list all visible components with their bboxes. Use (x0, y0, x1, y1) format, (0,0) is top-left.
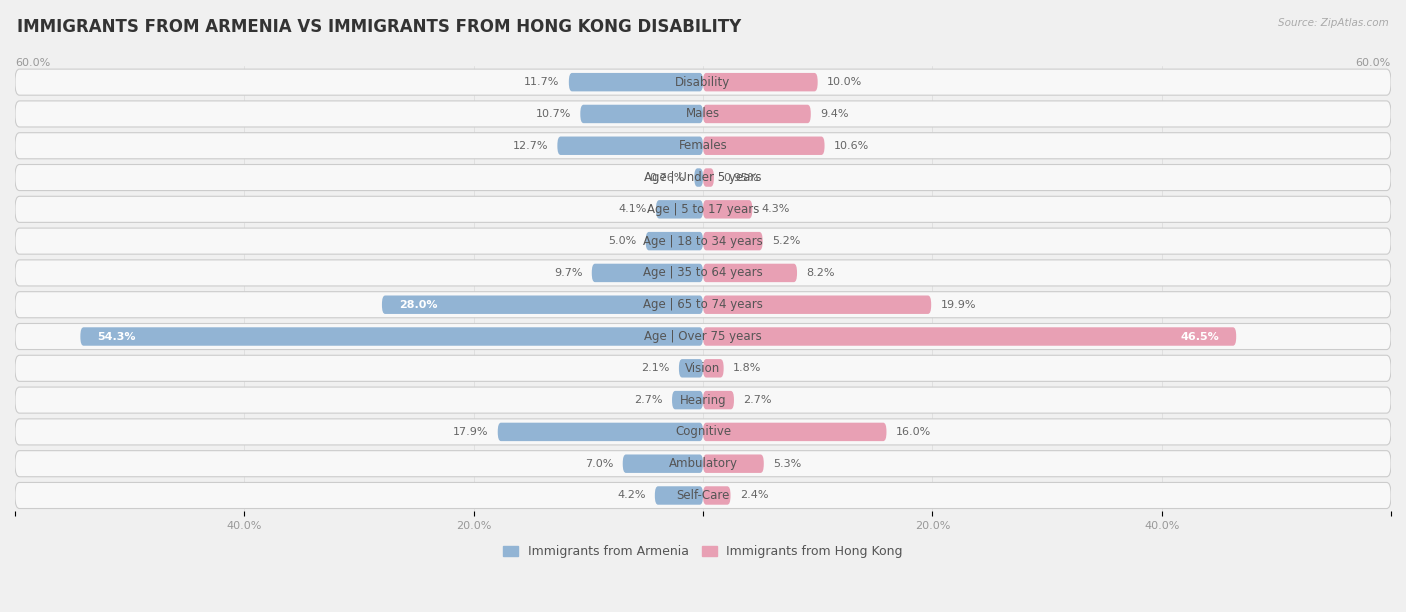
Text: Hearing: Hearing (679, 394, 727, 406)
FancyBboxPatch shape (15, 133, 1391, 159)
Text: 9.4%: 9.4% (820, 109, 848, 119)
FancyBboxPatch shape (703, 391, 734, 409)
Text: 4.2%: 4.2% (617, 490, 645, 501)
FancyBboxPatch shape (695, 168, 703, 187)
Text: 0.95%: 0.95% (723, 173, 758, 182)
Text: 7.0%: 7.0% (585, 459, 613, 469)
Text: 19.9%: 19.9% (941, 300, 976, 310)
Text: Ambulatory: Ambulatory (668, 457, 738, 470)
FancyBboxPatch shape (382, 296, 703, 314)
FancyBboxPatch shape (623, 455, 703, 473)
Text: Self-Care: Self-Care (676, 489, 730, 502)
Text: Cognitive: Cognitive (675, 425, 731, 438)
Text: 5.2%: 5.2% (772, 236, 800, 246)
FancyBboxPatch shape (15, 387, 1391, 413)
Text: 8.2%: 8.2% (806, 268, 835, 278)
FancyBboxPatch shape (703, 455, 763, 473)
FancyBboxPatch shape (15, 196, 1391, 222)
Text: 60.0%: 60.0% (1355, 58, 1391, 69)
FancyBboxPatch shape (703, 232, 762, 250)
FancyBboxPatch shape (15, 101, 1391, 127)
FancyBboxPatch shape (15, 324, 1391, 349)
Text: 4.3%: 4.3% (762, 204, 790, 214)
FancyBboxPatch shape (703, 73, 818, 91)
FancyBboxPatch shape (15, 356, 1391, 381)
FancyBboxPatch shape (15, 292, 1391, 318)
Text: Age | 35 to 64 years: Age | 35 to 64 years (643, 266, 763, 280)
Text: Age | 65 to 74 years: Age | 65 to 74 years (643, 298, 763, 312)
FancyBboxPatch shape (657, 200, 703, 218)
FancyBboxPatch shape (15, 482, 1391, 509)
FancyBboxPatch shape (703, 200, 752, 218)
Text: Age | 18 to 34 years: Age | 18 to 34 years (643, 234, 763, 248)
Text: 10.7%: 10.7% (536, 109, 571, 119)
Text: 2.1%: 2.1% (641, 364, 669, 373)
Text: 5.3%: 5.3% (773, 459, 801, 469)
FancyBboxPatch shape (592, 264, 703, 282)
FancyBboxPatch shape (581, 105, 703, 123)
Text: 9.7%: 9.7% (554, 268, 582, 278)
FancyBboxPatch shape (498, 423, 703, 441)
FancyBboxPatch shape (703, 136, 824, 155)
FancyBboxPatch shape (557, 136, 703, 155)
Text: 5.0%: 5.0% (609, 236, 637, 246)
Text: 11.7%: 11.7% (524, 77, 560, 87)
Text: Females: Females (679, 140, 727, 152)
Text: Age | Over 75 years: Age | Over 75 years (644, 330, 762, 343)
FancyBboxPatch shape (15, 450, 1391, 477)
Text: 10.0%: 10.0% (827, 77, 862, 87)
Legend: Immigrants from Armenia, Immigrants from Hong Kong: Immigrants from Armenia, Immigrants from… (498, 540, 908, 563)
FancyBboxPatch shape (15, 165, 1391, 190)
Text: 17.9%: 17.9% (453, 427, 488, 437)
FancyBboxPatch shape (703, 296, 931, 314)
FancyBboxPatch shape (703, 264, 797, 282)
FancyBboxPatch shape (703, 168, 714, 187)
Text: 4.1%: 4.1% (619, 204, 647, 214)
FancyBboxPatch shape (655, 487, 703, 505)
Text: 2.7%: 2.7% (634, 395, 662, 405)
FancyBboxPatch shape (15, 419, 1391, 445)
Text: 10.6%: 10.6% (834, 141, 869, 151)
Text: 46.5%: 46.5% (1180, 332, 1219, 341)
Text: Age | Under 5 years: Age | Under 5 years (644, 171, 762, 184)
Text: Males: Males (686, 108, 720, 121)
Text: 54.3%: 54.3% (97, 332, 136, 341)
FancyBboxPatch shape (569, 73, 703, 91)
Text: Vision: Vision (685, 362, 721, 375)
Text: 0.76%: 0.76% (650, 173, 685, 182)
Text: 2.4%: 2.4% (740, 490, 768, 501)
FancyBboxPatch shape (703, 423, 886, 441)
FancyBboxPatch shape (645, 232, 703, 250)
FancyBboxPatch shape (703, 327, 1236, 346)
FancyBboxPatch shape (15, 260, 1391, 286)
Text: 12.7%: 12.7% (513, 141, 548, 151)
FancyBboxPatch shape (672, 391, 703, 409)
Text: Age | 5 to 17 years: Age | 5 to 17 years (647, 203, 759, 216)
FancyBboxPatch shape (80, 327, 703, 346)
Text: Disability: Disability (675, 76, 731, 89)
FancyBboxPatch shape (15, 228, 1391, 254)
Text: 1.8%: 1.8% (733, 364, 761, 373)
FancyBboxPatch shape (703, 487, 731, 505)
FancyBboxPatch shape (703, 359, 724, 378)
Text: Source: ZipAtlas.com: Source: ZipAtlas.com (1278, 18, 1389, 28)
Text: 16.0%: 16.0% (896, 427, 931, 437)
FancyBboxPatch shape (679, 359, 703, 378)
Text: 60.0%: 60.0% (15, 58, 51, 69)
FancyBboxPatch shape (703, 105, 811, 123)
Text: 2.7%: 2.7% (744, 395, 772, 405)
FancyBboxPatch shape (15, 69, 1391, 95)
Text: IMMIGRANTS FROM ARMENIA VS IMMIGRANTS FROM HONG KONG DISABILITY: IMMIGRANTS FROM ARMENIA VS IMMIGRANTS FR… (17, 18, 741, 36)
Text: 28.0%: 28.0% (399, 300, 437, 310)
